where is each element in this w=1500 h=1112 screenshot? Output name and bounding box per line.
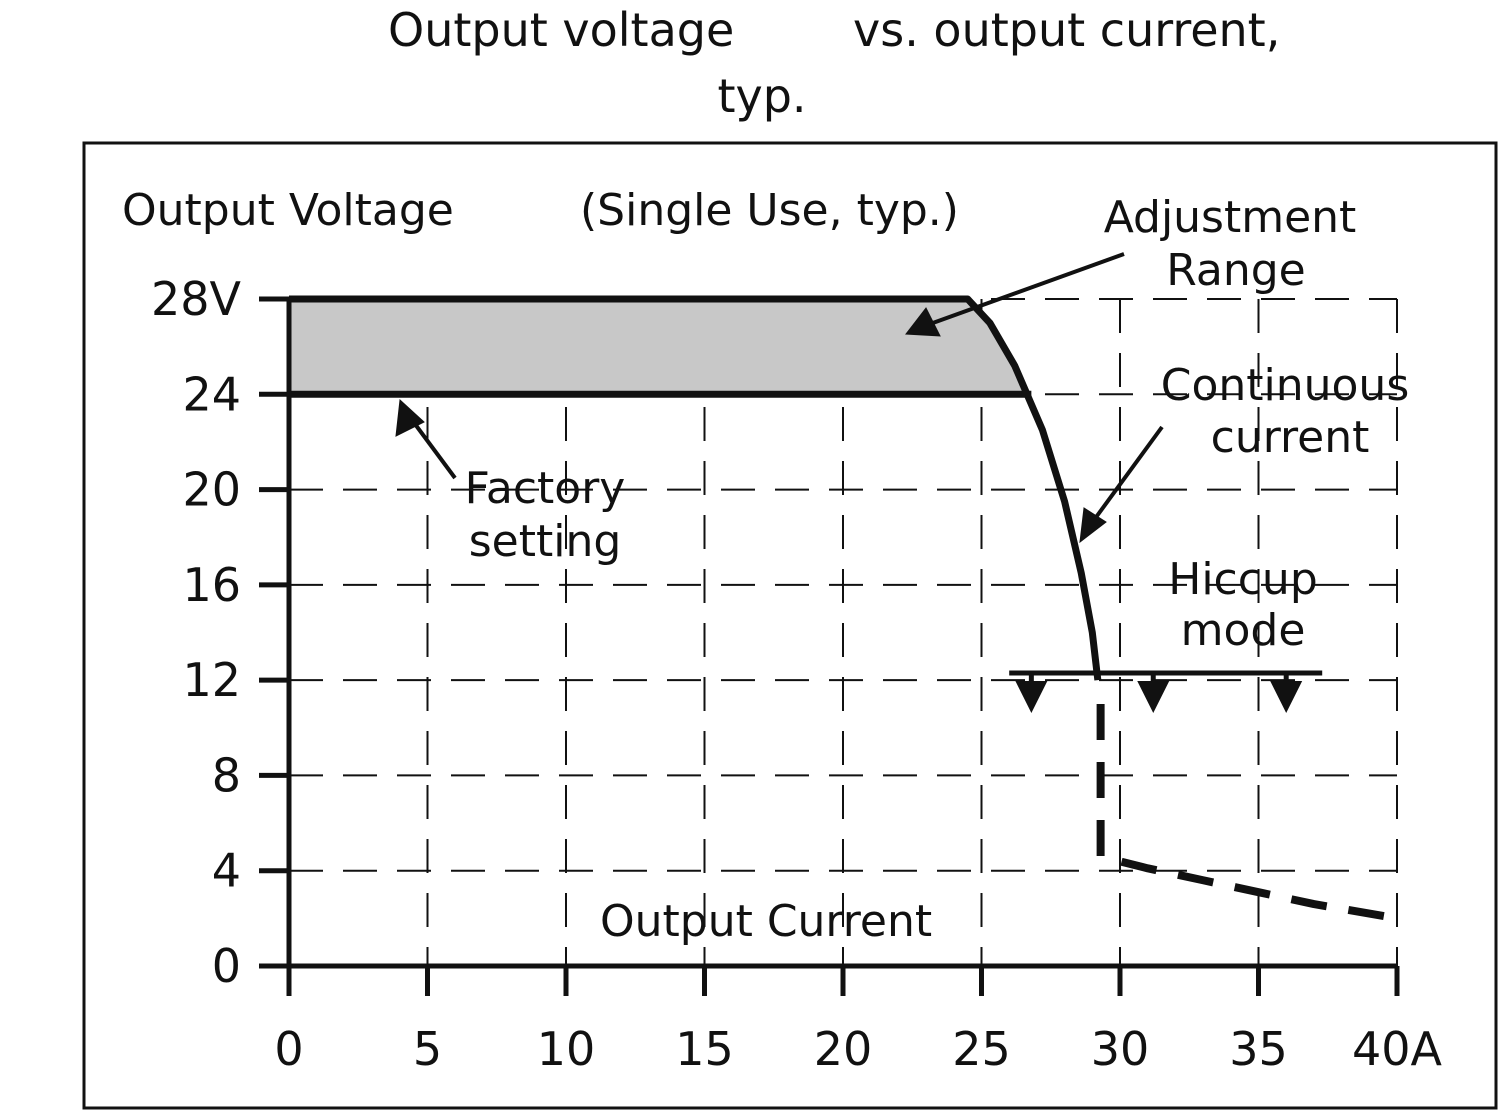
- y-tick-label-16: 16: [182, 558, 241, 612]
- adjustment-arrow-line: [929, 252, 1125, 326]
- y-tick-label-8: 8: [212, 748, 241, 802]
- adjustment-range-fill: [289, 299, 1032, 395]
- x-tick-label-40: 40A: [1352, 1022, 1443, 1076]
- x-tick-label-30: 30: [1091, 1022, 1150, 1076]
- annotation-factory-1: Factory: [465, 463, 626, 514]
- factory-arrow-head: [395, 398, 425, 437]
- y-tick-label-28: 28V: [151, 272, 242, 326]
- annotation-hiccup-2: mode: [1181, 605, 1306, 656]
- y-tick-label-0: 0: [212, 939, 241, 993]
- tick-labels: 0 5 10 15 20 25 30 35 40A 0 4 8 12 16 20 24 28V: [151, 272, 1443, 1076]
- shaded-region: [289, 299, 1032, 395]
- y-tick-label-4: 4: [212, 844, 241, 898]
- chart-title-line2: typ.: [717, 69, 806, 123]
- hiccup-arrow-head-1: [1137, 680, 1170, 713]
- annotation-arrows: [395, 252, 1164, 544]
- factory-arrow-line: [410, 418, 457, 480]
- x-tick-label-10: 10: [537, 1022, 596, 1076]
- x-tick-label-15: 15: [675, 1022, 734, 1076]
- chart-subtitle: (Single Use, typ.): [580, 185, 959, 236]
- chart-frame: [82, 141, 1498, 1110]
- continuous-arrow-line: [1092, 425, 1164, 522]
- series-line-2: [1096, 703, 1398, 923]
- adjustment-arrow-head: [905, 307, 941, 337]
- annotation-continuous-2: current: [1211, 412, 1370, 463]
- continuous-arrow-head: [1079, 507, 1107, 544]
- x-tick-label-20: 20: [814, 1022, 873, 1076]
- x-tick-label-5: 5: [413, 1022, 442, 1076]
- hiccup-arrow-head-0: [1015, 680, 1048, 713]
- hiccup-level: [1009, 670, 1323, 713]
- axes: [259, 296, 1400, 996]
- annotation-continuous-1: Continuous: [1161, 360, 1410, 411]
- y-tick-label-12: 12: [182, 653, 241, 707]
- x-tick-label-25: 25: [952, 1022, 1011, 1076]
- annotation-factory-2: setting: [469, 516, 622, 567]
- x-axis-label: Output Current: [600, 896, 932, 947]
- annotation-hiccup-1: Hiccup: [1168, 554, 1318, 605]
- y-axis-label: Output Voltage: [122, 185, 454, 236]
- hiccup-arrow-head-2: [1270, 680, 1303, 713]
- x-tick-label-35: 35: [1229, 1022, 1288, 1076]
- x-tick-label-0: 0: [274, 1022, 303, 1076]
- chart-title-right: vs. output current,: [853, 3, 1280, 57]
- grid: [289, 298, 1398, 966]
- annotation-adjustment-1: Adjustment: [1104, 192, 1357, 243]
- y-tick-label-20: 20: [182, 463, 241, 517]
- y-tick-label-24: 24: [182, 367, 241, 421]
- chart-title-left: Output voltage: [388, 3, 734, 57]
- annotation-adjustment-2: Range: [1166, 245, 1305, 296]
